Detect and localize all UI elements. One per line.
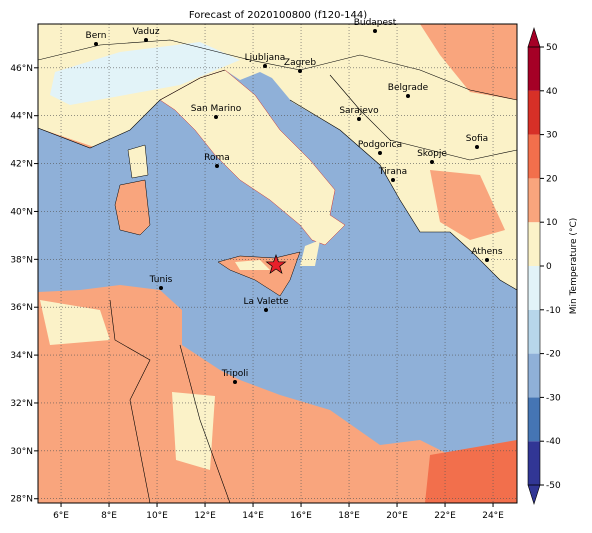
x-tick-label: 12°E [194,511,216,521]
colorbar-tick-label: 0 [546,262,552,272]
colorbar-segment [528,266,540,310]
colorbar-segment [528,441,540,485]
x-tick-label: 16°E [290,511,312,521]
city-label: Podgorica [358,140,402,150]
city-marker [159,286,163,290]
colorbar-label: Min Temperature (°C) [569,218,579,315]
y-tick-label: 28°N [10,495,33,505]
city-marker [475,145,479,149]
city-label: Budapest [354,18,397,28]
city-marker [264,308,268,312]
colorbar-segment [528,47,540,91]
x-tick-label: 6°E [53,511,69,521]
y-tick-label: 32°N [10,399,33,409]
city-label: La Valette [244,297,289,307]
y-tick-label: 30°N [10,447,33,457]
x-tick-label: 22°E [434,511,456,521]
x-tick-label: 24°E [482,511,504,521]
city-label: Bern [86,31,107,41]
city-marker [391,178,395,182]
city-label: San Marino [191,104,242,114]
map-frame [37,23,518,504]
x-tick-label: 10°E [146,511,168,521]
colorbar-tick-label: -20 [546,350,561,360]
colorbar-tick-label: -30 [546,393,561,403]
city-label: Belgrade [388,83,429,93]
y-tick-label: 46°N [10,64,33,74]
city-label: Sarajevo [339,106,379,116]
city-marker [233,380,237,384]
x-tick-label: 14°E [242,511,264,521]
colorbar-tick-label: 30 [546,131,558,141]
colorbar-segment [528,353,540,398]
colorbar-tick-label: 10 [546,218,558,228]
colorbar-tick-label: -10 [546,306,561,316]
city-marker [485,258,489,262]
colorbar-tick-label: -50 [546,481,561,491]
y-tick-label: 44°N [10,112,33,122]
title: Forecast of 2020100800 (f120-144) [189,10,367,21]
city-label: Roma [204,153,230,163]
colorbar-tick-label: -40 [546,437,561,447]
y-tick-label: 38°N [10,255,33,265]
city-label: Vaduz [132,27,159,37]
colorbar-segment [528,90,540,135]
city-marker [263,64,267,68]
colorbar-extend-top [527,27,541,48]
city-label: Sofia [466,134,488,144]
colorbar-segment [528,134,540,179]
colorbar-extend-bottom [527,484,541,505]
city-label: Ljubljana [245,53,286,63]
y-tick-label: 34°N [10,351,33,361]
city-marker [357,117,361,121]
event-star [265,253,287,274]
city-label: Skopje [417,149,447,159]
city-label: Tripoli [221,369,249,379]
colorbar-segment [528,178,540,223]
city-marker [94,42,98,46]
city-marker [215,164,219,168]
y-tick-label: 42°N [10,160,33,170]
city-marker [298,69,302,73]
x-tick-label: 8°E [101,511,117,521]
y-tick-label: 36°N [10,303,33,313]
colorbar-segment [528,222,540,266]
city-marker [373,29,377,33]
colorbar-tick-label: 20 [546,174,558,184]
colorbar-tick-label: 40 [546,87,558,97]
colorbar-tick-label: 50 [546,43,558,53]
x-tick-label: 20°E [386,511,408,521]
colorbar-segment [528,397,540,442]
x-tick-label: 18°E [338,511,360,521]
city-label: Athens [471,247,502,257]
city-marker [144,38,148,42]
city-label: Tirana [378,167,407,177]
colorbar-segment [528,309,540,354]
city-marker [406,94,410,98]
y-tick-label: 40°N [10,207,33,217]
city-label: Zagreb [284,58,316,68]
city-marker [378,151,382,155]
city-label: Tunis [149,275,173,285]
city-marker [214,115,218,119]
city-marker [430,160,434,164]
